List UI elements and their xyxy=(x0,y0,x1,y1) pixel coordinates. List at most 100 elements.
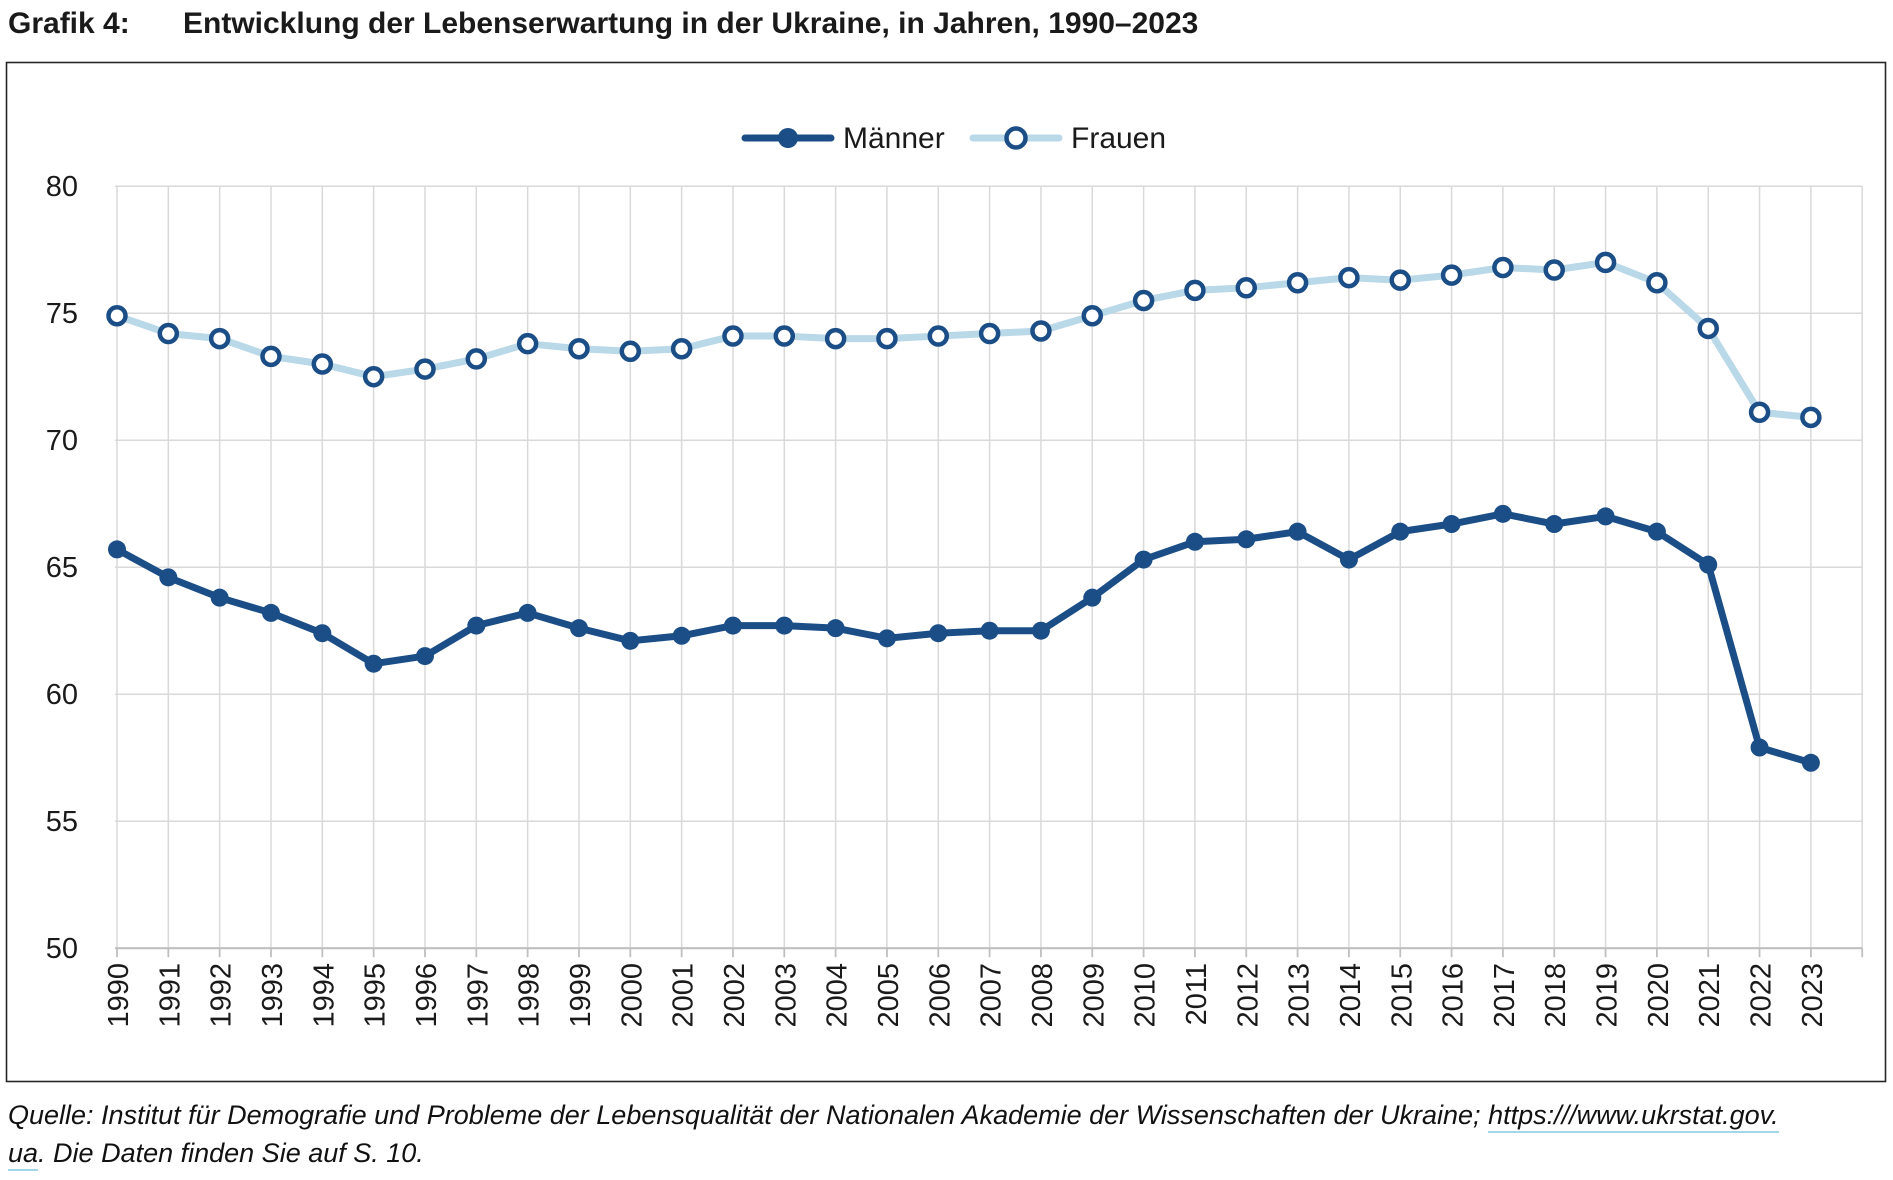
x-axis-label: 2003 xyxy=(770,963,802,1028)
x-axis-label: 1992 xyxy=(206,963,238,1028)
frauen-marker xyxy=(362,365,385,388)
maenner-line xyxy=(113,510,1815,767)
source-link-line1[interactable]: https:///www.ukrstat.gov. xyxy=(1488,1100,1779,1133)
legend-frauen-marker xyxy=(1004,126,1028,150)
figure-number-label: Grafik 4: xyxy=(8,7,130,40)
maenner-marker xyxy=(1596,507,1615,526)
legend-frauen-label: Frauen xyxy=(1071,122,1166,155)
y-axis-label: 80 xyxy=(46,171,78,203)
figure-title-text: Entwicklung der Lebenserwartung in der U… xyxy=(183,7,1199,40)
frauen-marker xyxy=(1748,401,1771,424)
frauen-marker xyxy=(1184,279,1206,302)
x-axis-label: 2023 xyxy=(1797,963,1829,1028)
maenner-marker xyxy=(1185,532,1204,551)
x-axis-label: 2017 xyxy=(1489,963,1521,1028)
x-axis-label: 2021 xyxy=(1694,963,1726,1028)
x-axis-label: 2011 xyxy=(1181,963,1213,1025)
x-axis-label: 2000 xyxy=(616,963,648,1028)
maenner-marker xyxy=(877,629,896,648)
frauen-marker xyxy=(157,322,180,345)
frauen-marker xyxy=(1389,269,1411,291)
frauen-marker xyxy=(1440,264,1463,286)
frauen-marker xyxy=(208,327,231,350)
frauen-marker xyxy=(619,340,642,363)
frauen-marker xyxy=(568,338,590,360)
frauen-marker xyxy=(106,304,128,327)
maenner-marker xyxy=(1442,515,1461,534)
maenner-marker xyxy=(569,619,588,638)
frauen-marker xyxy=(516,332,539,355)
x-axis-label: 1998 xyxy=(514,963,546,1028)
y-axis-label: 75 xyxy=(46,298,78,330)
maenner-marker xyxy=(621,631,640,650)
frauen-marker xyxy=(1646,271,1668,294)
frauen-marker xyxy=(1235,277,1258,299)
frauen-marker xyxy=(1286,271,1309,294)
x-axis-label: 2012 xyxy=(1232,963,1264,1028)
maenner-marker xyxy=(980,621,999,640)
x-axis-label: 2009 xyxy=(1078,963,1110,1028)
frauen-marker xyxy=(1132,289,1155,312)
maenner-marker xyxy=(313,624,332,643)
legend-maenner-label: Männer xyxy=(843,122,945,155)
maenner-marker xyxy=(261,603,280,622)
frauen-line xyxy=(113,258,1815,421)
maenner-marker xyxy=(1288,522,1307,541)
maenner-marker xyxy=(108,540,126,559)
y-axis-label: 50 xyxy=(46,933,78,965)
x-axis-label: 1994 xyxy=(308,963,340,1028)
frauen-marker xyxy=(1543,259,1565,281)
x-axis-label: 1993 xyxy=(257,963,289,1028)
frauen-marker xyxy=(260,345,282,368)
maenner-marker xyxy=(672,626,691,645)
y-axis-label: 65 xyxy=(46,552,78,584)
frauen-marker xyxy=(1800,406,1822,429)
x-axis-label: 2005 xyxy=(873,963,905,1028)
maenner-marker xyxy=(210,588,229,607)
frauen-marker xyxy=(824,327,847,350)
maenner-marker xyxy=(364,654,383,673)
frauen-marker xyxy=(876,327,898,350)
frauen-marker xyxy=(1492,256,1514,279)
maenner-marker xyxy=(518,603,537,622)
x-axis-label: 2014 xyxy=(1335,963,1367,1028)
source-link-line2[interactable]: ua xyxy=(8,1138,39,1171)
maenner-marker xyxy=(929,624,948,643)
maenner-marker xyxy=(1134,550,1153,569)
x-axis-label: 2019 xyxy=(1592,963,1624,1028)
frauen-marker xyxy=(414,358,436,380)
maenner-marker xyxy=(826,619,845,638)
source-suffix: . Die Daten finden Sie auf S. 10. xyxy=(38,1138,424,1168)
x-axis-label: 1995 xyxy=(360,963,392,1028)
y-axis-label: 60 xyxy=(46,679,78,711)
x-axis-label: 2008 xyxy=(1027,963,1059,1028)
maenner-marker xyxy=(1750,738,1769,757)
frauen-marker xyxy=(1594,251,1617,274)
x-axis-label: 2020 xyxy=(1643,963,1675,1028)
source-prefix: Quelle: Institut für Demografie und Prob… xyxy=(8,1100,1489,1130)
frauen-marker xyxy=(927,325,950,347)
source-text: Quelle: Institut für Demografie und Prob… xyxy=(8,1096,1887,1172)
frauen-marker xyxy=(1081,304,1104,327)
x-axis-label: 1990 xyxy=(103,963,135,1028)
frauen-marker xyxy=(773,325,796,347)
x-axis-label: 2007 xyxy=(976,963,1008,1028)
maenner-marker xyxy=(1801,753,1820,772)
frauen-marker xyxy=(1030,320,1052,342)
maenner-marker xyxy=(159,568,178,587)
maenner-marker xyxy=(1545,515,1564,534)
x-axis-label: 2002 xyxy=(719,963,751,1028)
maenner-marker xyxy=(1237,530,1256,549)
maenner-marker xyxy=(1647,522,1666,541)
x-axis-label: 1999 xyxy=(565,963,597,1028)
x-axis-label: 1997 xyxy=(462,963,494,1028)
frauen-marker xyxy=(311,353,334,375)
x-axis-label: 2010 xyxy=(1130,963,1162,1028)
x-axis-label: 2001 xyxy=(668,963,700,1028)
maenner-marker xyxy=(723,616,742,635)
maenner-marker xyxy=(1083,588,1102,607)
maenner-marker xyxy=(1339,550,1358,569)
maenner-marker xyxy=(1391,522,1410,541)
x-axis-label: 1996 xyxy=(411,963,443,1028)
